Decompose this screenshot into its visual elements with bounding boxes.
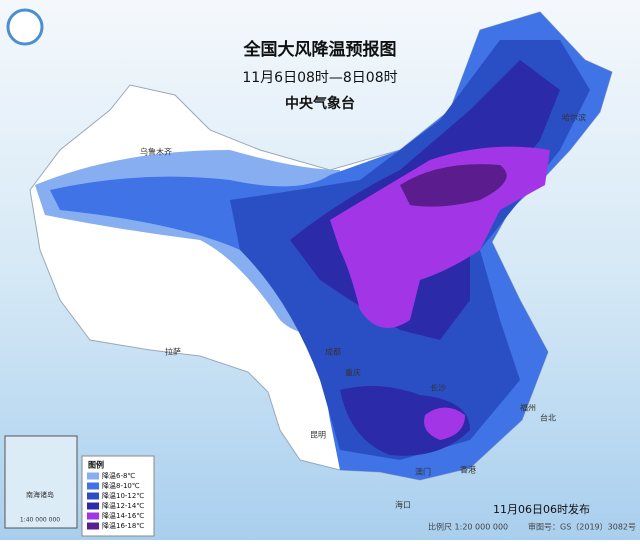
inset-box (4, 435, 78, 529)
legend-swatch (87, 492, 99, 500)
logo (6, 8, 44, 46)
legend-swatch (87, 502, 99, 510)
legend-label: 降温16-18℃ (102, 521, 144, 530)
issue-time: 11月06日06时发布 (493, 502, 590, 516)
city-label: 哈尔滨 (562, 113, 586, 123)
legend-label: 降温10-12℃ (102, 491, 144, 500)
city-label: 成都 (325, 347, 341, 357)
legend-swatch (87, 522, 99, 530)
legend-swatch (87, 482, 99, 490)
city-label: 长沙 (430, 383, 446, 393)
city-label: 澳门 (415, 467, 431, 477)
city-label: 台北 (540, 413, 556, 423)
legend-title: 图例 (88, 460, 104, 470)
issuer: 中央气象台 (285, 95, 355, 112)
city-label: 乌鲁木齐 (140, 147, 172, 157)
legend-swatch (87, 472, 99, 480)
city-label: 福州 (520, 404, 536, 413)
cooling-area (424, 407, 465, 440)
scale: 比例尺 1:20 000 000 (428, 522, 508, 532)
title: 全国大风降温预报图 (243, 39, 397, 60)
legend-label: 降温6-8℃ (102, 471, 135, 480)
cooling-area (400, 164, 507, 207)
city-label: 海口 (395, 500, 411, 510)
city-label: 昆明 (310, 431, 326, 440)
legend-label: 降温12-14℃ (102, 501, 144, 510)
legend-label: 降温8-10℃ (102, 481, 140, 490)
city-label: 重庆 (345, 368, 361, 378)
legend-swatch (87, 512, 99, 520)
inset-label: 南海诸岛 (26, 490, 54, 499)
legend-label: 降温14-16℃ (102, 511, 144, 520)
cooling-area (330, 146, 550, 328)
legend: 图例 降温6-8℃降温8-10℃降温10-12℃降温12-14℃降温14-16℃… (81, 455, 155, 537)
subtitle: 11月6日08时—8日08时 (242, 70, 397, 86)
city-label: 香港 (460, 465, 476, 475)
review-number: 审图号：GS（2019）3082号 (528, 522, 636, 532)
inset-scale: 1:40 000 000 (20, 517, 60, 524)
city-label: 拉萨 (165, 347, 181, 357)
